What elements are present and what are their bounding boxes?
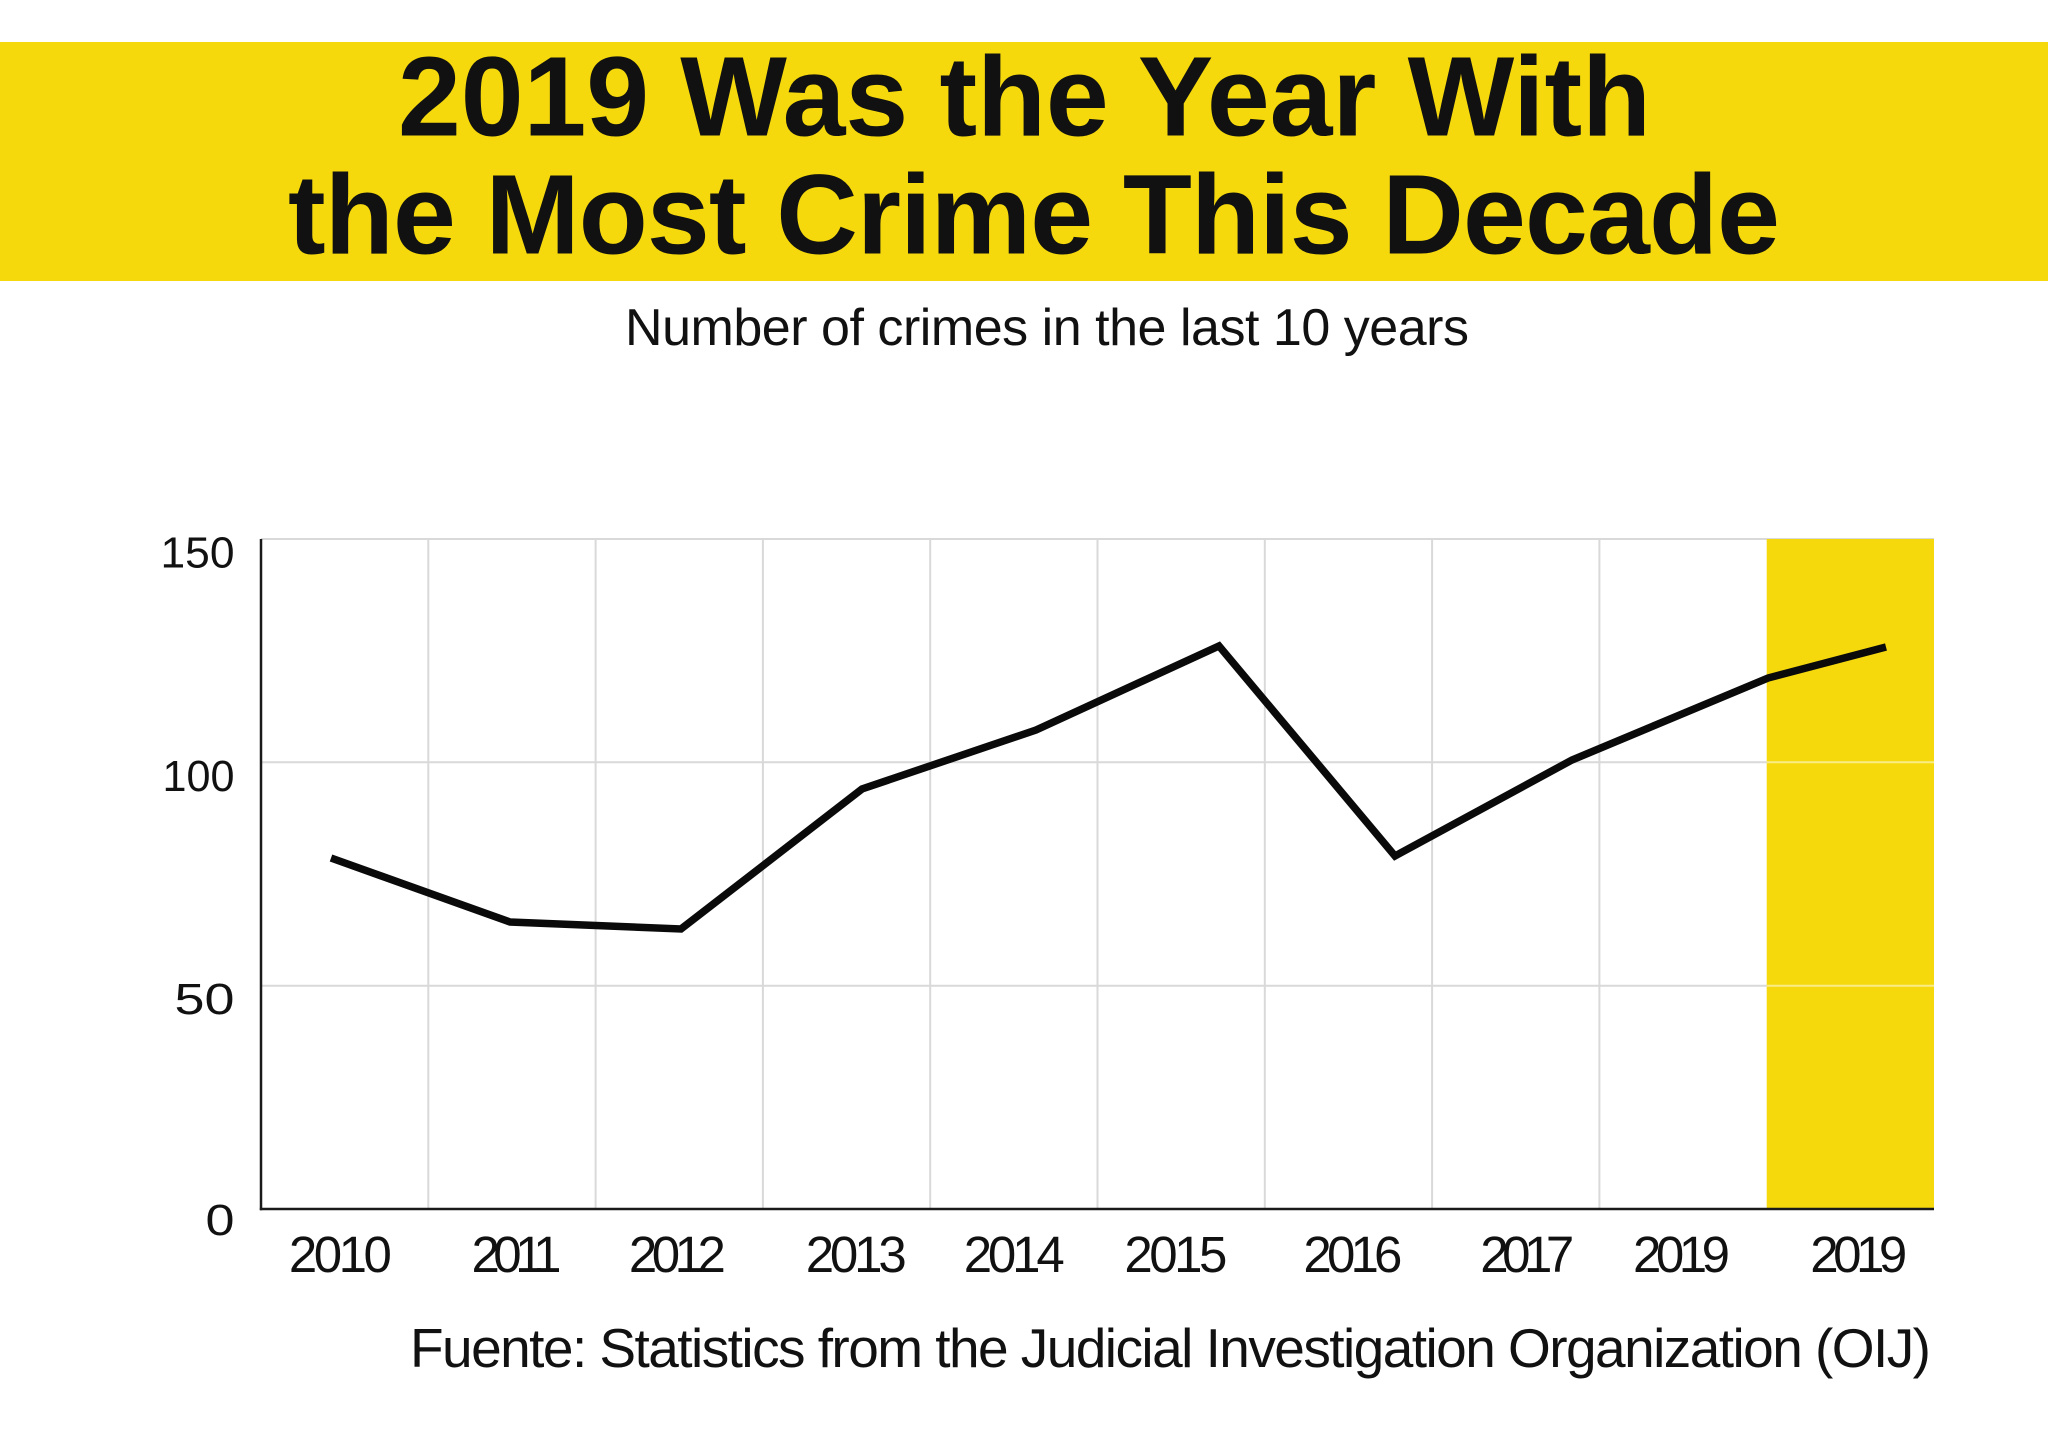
svg-text:2010: 2010 <box>289 1226 392 1283</box>
svg-text:2012: 2012 <box>629 1226 726 1283</box>
svg-text:2015: 2015 <box>1124 1226 1227 1283</box>
svg-text:2019 Was the Year With: 2019 Was the Year With <box>398 34 1651 160</box>
svg-text:2011: 2011 <box>472 1226 562 1283</box>
svg-text:2013: 2013 <box>806 1226 907 1283</box>
svg-text:100: 100 <box>163 752 235 801</box>
svg-text:2017: 2017 <box>1480 1226 1574 1283</box>
svg-text:2016: 2016 <box>1303 1226 1402 1283</box>
svg-text:Fuente: Statistics from the Ju: Fuente: Statistics from the Judicial Inv… <box>410 1317 1931 1379</box>
svg-text:0: 0 <box>206 1196 235 1245</box>
svg-text:2019: 2019 <box>1810 1226 1907 1283</box>
svg-text:150: 150 <box>161 529 235 578</box>
svg-text:50: 50 <box>175 975 235 1024</box>
svg-text:2019: 2019 <box>1633 1226 1730 1283</box>
svg-text:Number of crimes in the last 1: Number of crimes in the last 10 years <box>625 299 1469 357</box>
svg-text:2014: 2014 <box>964 1226 1065 1283</box>
svg-text:the Most Crime This Decade: the Most Crime This Decade <box>288 152 1780 278</box>
